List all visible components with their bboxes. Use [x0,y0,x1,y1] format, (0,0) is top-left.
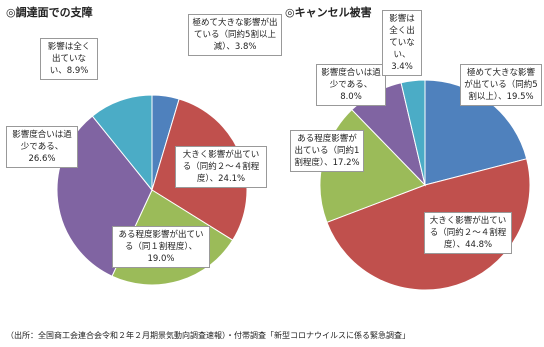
value-label: 19.5% [506,92,534,102]
pie-slice [91,94,153,192]
slice-label: 極めて大きな影響が出ている（同約5割以上減）、3.8% [188,14,282,56]
footnote: （出所：全国商工会連合会令和２年２月期景気動向調査速報）・付帯調査「新型コロナウ… [6,331,410,340]
category-label: 大きく影響が出ている（同約２～４割程度）、 [182,150,260,184]
value-label: 26.6% [28,154,56,164]
value-label: 44.8% [465,240,493,250]
category-label: 極めて大きな影響が出ている（同約5割以上）、 [464,68,538,102]
slice-label: 影響は全く出ていない、8.9% [40,38,98,80]
slice-label: 影響は全く出ていない、 3.4% [382,10,422,76]
value-label: 3.4% [391,62,413,72]
slice-label: 極めて大きな影響が出ている（同約5割以上）、19.5% [460,64,542,106]
value-label: 8.9% [66,66,89,76]
category-label: 影響度合いは過少である、 [12,130,72,152]
value-label: 24.1% [218,174,246,184]
slice-label: 影響度合いは過少である、 26.6% [6,126,78,168]
value-label: 3.8% [234,42,257,52]
pie-slice [400,79,426,186]
chart-title: ◎キャンセル被害 [285,6,372,19]
slice-label: 大きく影響が出ている（同約２～４割程度）、24.1% [175,146,267,188]
category-label: ある程度影響が出ている（同１割程度）、 [118,230,204,252]
slice-label: ある程度影響が出ている（同約1割程度）、17.2% [290,130,364,172]
category-label: 影響は全く出ていない、 [47,42,91,76]
chart-title: ◎調達面での支障 [6,6,93,19]
slice-label: ある程度影響が出ている（同１割程度）、 19.0% [112,226,210,268]
category-label: 大きく影響が出ている（同約２～４割程度）、 [429,216,507,250]
value-label: 19.0% [147,254,175,264]
category-label: ある程度影響が出ている（同約1割程度）、 [294,134,360,168]
value-label: 17.2% [332,158,360,168]
category-label: 影響は全く出ていない、 [389,14,415,60]
category-label: 極めて大きな影響が出ている（同約5割以上減）、 [192,18,278,52]
value-label: 8.0% [340,92,362,102]
slice-label: 大きく影響が出ている（同約２～４割程度）、44.8% [424,212,512,254]
slice-label: 影響度合いは過少である、 8.0% [316,64,386,106]
category-label: 影響度合いは過少である、 [321,68,381,90]
